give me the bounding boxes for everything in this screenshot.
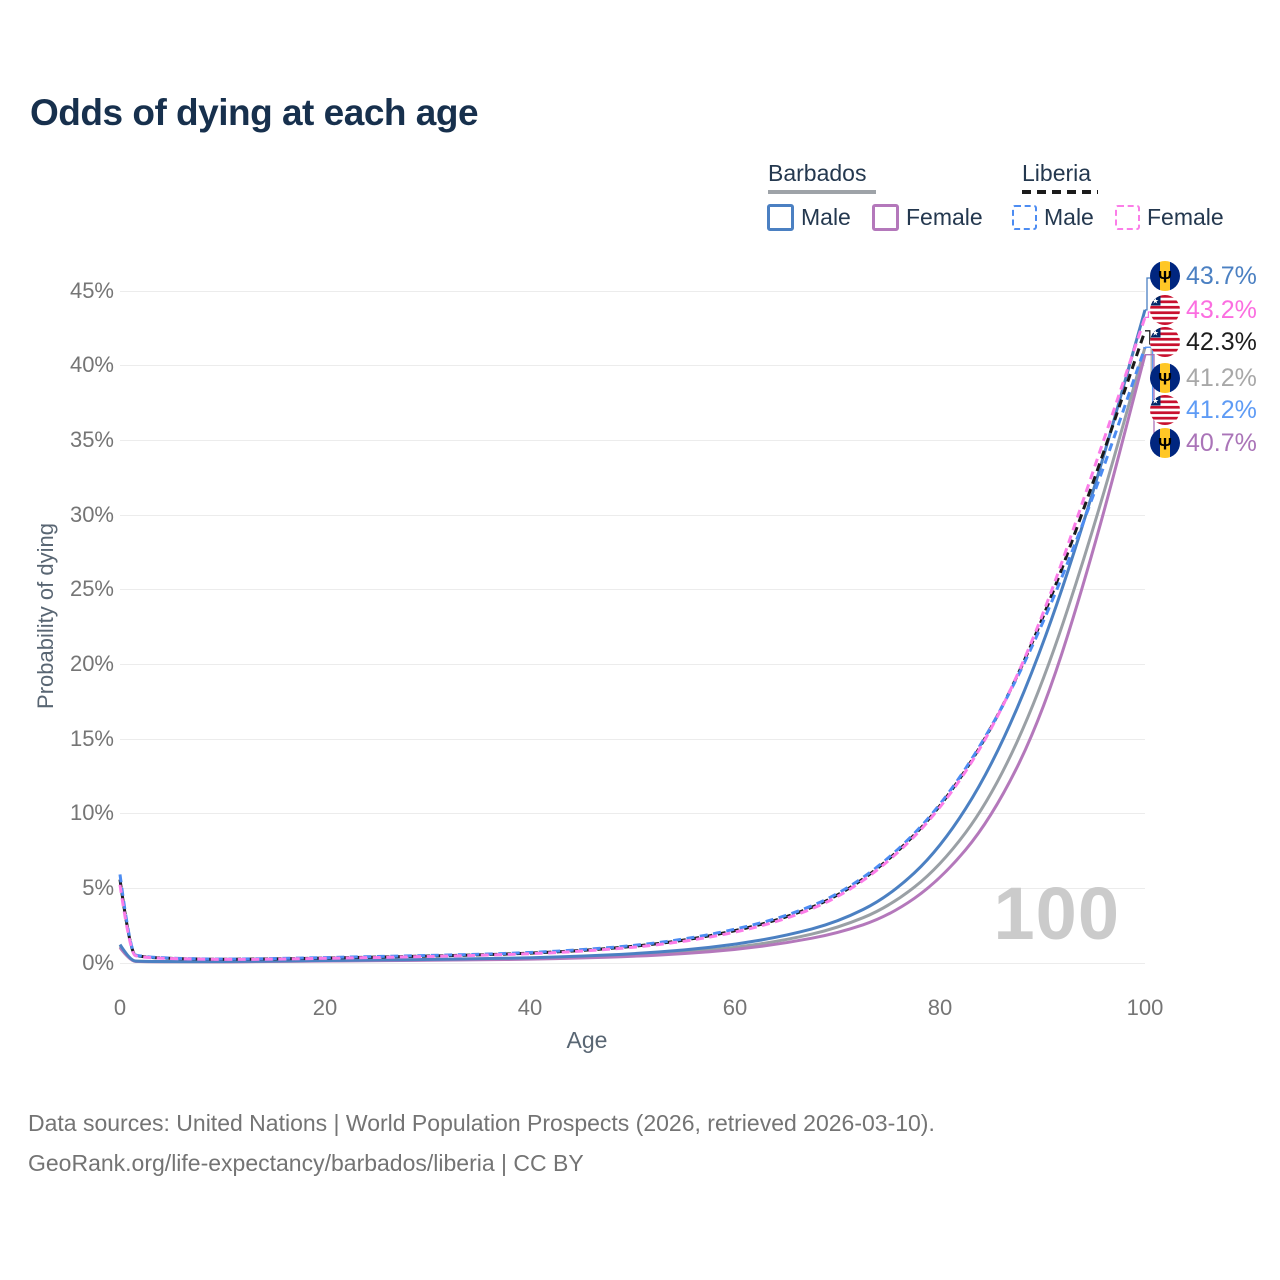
gridline: [120, 290, 1145, 292]
barbados-flag-icon: Ψ: [1150, 363, 1180, 393]
end-label-liberia-female: ★ 43.2%: [1150, 295, 1257, 325]
x-tick: 20: [312, 995, 338, 1020]
y-tick: 0%: [82, 949, 114, 975]
liberia-flag-icon: ★: [1150, 327, 1180, 357]
gridline: [120, 439, 1145, 441]
svg-text:Ψ: Ψ: [1158, 370, 1172, 389]
y-tick: 40%: [69, 352, 114, 378]
legend-item-liberia-male[interactable]: Male: [1012, 204, 1094, 231]
y-tick: 25%: [69, 576, 114, 602]
legend-country-liberia: Liberia: [1022, 160, 1092, 186]
data-source-footer: Data sources: United Nations | World Pop…: [28, 1103, 935, 1183]
gridline: [120, 589, 1145, 591]
footer-sources-line: Data sources: United Nations | World Pop…: [28, 1110, 935, 1136]
barbados-flag-icon: Ψ: [1150, 261, 1180, 291]
footer-url-line: GeoRank.org/life-expectancy/barbados/lib…: [28, 1150, 584, 1176]
end-label-barbados-both: Ψ 41.2%: [1150, 363, 1257, 393]
end-label-barbados-female: Ψ 40.7%: [1150, 428, 1257, 458]
x-tick: 60: [722, 995, 748, 1020]
svg-text:★: ★: [1152, 297, 1159, 306]
barbados-male-swatch-icon: [767, 204, 794, 231]
legend-label: Female: [1147, 204, 1224, 230]
barbados-flag-icon: Ψ: [1150, 428, 1180, 458]
end-label-value: 40.7%: [1186, 428, 1257, 457]
legend-label: Female: [906, 204, 983, 230]
gridline: [120, 738, 1145, 740]
svg-text:★: ★: [1152, 397, 1159, 406]
legend-group-barbados: Barbados: [768, 160, 876, 194]
barbados-female-swatch-icon: [872, 204, 899, 231]
y-tick: 35%: [69, 426, 114, 452]
liberia-flag-icon: ★: [1150, 295, 1180, 325]
legend-item-liberia-female[interactable]: Female: [1115, 204, 1224, 231]
y-tick: 30%: [69, 501, 114, 527]
age-watermark: 100: [993, 872, 1120, 955]
legend-item-barbados-female[interactable]: Female: [872, 204, 983, 231]
legend-label: Male: [1044, 204, 1094, 230]
y-tick: 20%: [69, 650, 114, 676]
end-label-value: 41.2%: [1186, 395, 1257, 424]
end-label-value: 43.7%: [1186, 261, 1257, 290]
x-axis-title: Age: [566, 1027, 608, 1053]
legend-group-liberia: Liberia: [1022, 160, 1098, 194]
end-label-liberia-both: ★ 42.3%: [1150, 327, 1257, 357]
y-tick: 5%: [82, 874, 114, 900]
svg-text:Ψ: Ψ: [1158, 435, 1172, 454]
series-line-liberia-female: [118, 316, 1147, 961]
y-axis-title: Probability of dying: [33, 523, 58, 709]
liberia-flag-icon: ★: [1150, 395, 1180, 425]
svg-text:Ψ: Ψ: [1158, 268, 1172, 287]
end-label-barbados-male: Ψ 43.7%: [1150, 261, 1257, 291]
liberia-male-swatch-icon: [1012, 205, 1037, 230]
x-tick: 100: [1126, 995, 1164, 1020]
y-tick: 10%: [69, 800, 114, 826]
svg-text:★: ★: [1152, 329, 1159, 338]
y-tick: 15%: [69, 725, 114, 751]
x-tick: 80: [927, 995, 953, 1020]
legend-country-barbados: Barbados: [768, 160, 867, 186]
series-line-barbados-female: [118, 354, 1147, 964]
gridline: [120, 813, 1145, 815]
liberia-dashed-line-sample: [1022, 190, 1098, 194]
gridline: [120, 962, 1145, 964]
legend-label: Male: [801, 204, 851, 230]
gridline: [120, 514, 1145, 516]
legend-item-barbados-male[interactable]: Male: [767, 204, 851, 231]
page-title: Odds of dying at each age: [30, 92, 479, 133]
gridline: [120, 365, 1145, 367]
x-tick: 0: [113, 995, 127, 1020]
liberia-female-swatch-icon: [1115, 205, 1140, 230]
end-label-liberia-male: ★ 41.2%: [1150, 395, 1257, 425]
y-tick: 45%: [69, 277, 114, 303]
series-line-liberia-both-sexes: [118, 330, 1147, 961]
end-label-value: 41.2%: [1186, 363, 1257, 392]
end-label-value: 43.2%: [1186, 295, 1257, 324]
series-line-barbados-male: [118, 309, 1147, 964]
end-label-value: 42.3%: [1186, 327, 1257, 356]
x-tick: 40: [517, 995, 543, 1020]
barbados-solid-line-sample: [768, 190, 876, 194]
gridline: [120, 663, 1145, 665]
